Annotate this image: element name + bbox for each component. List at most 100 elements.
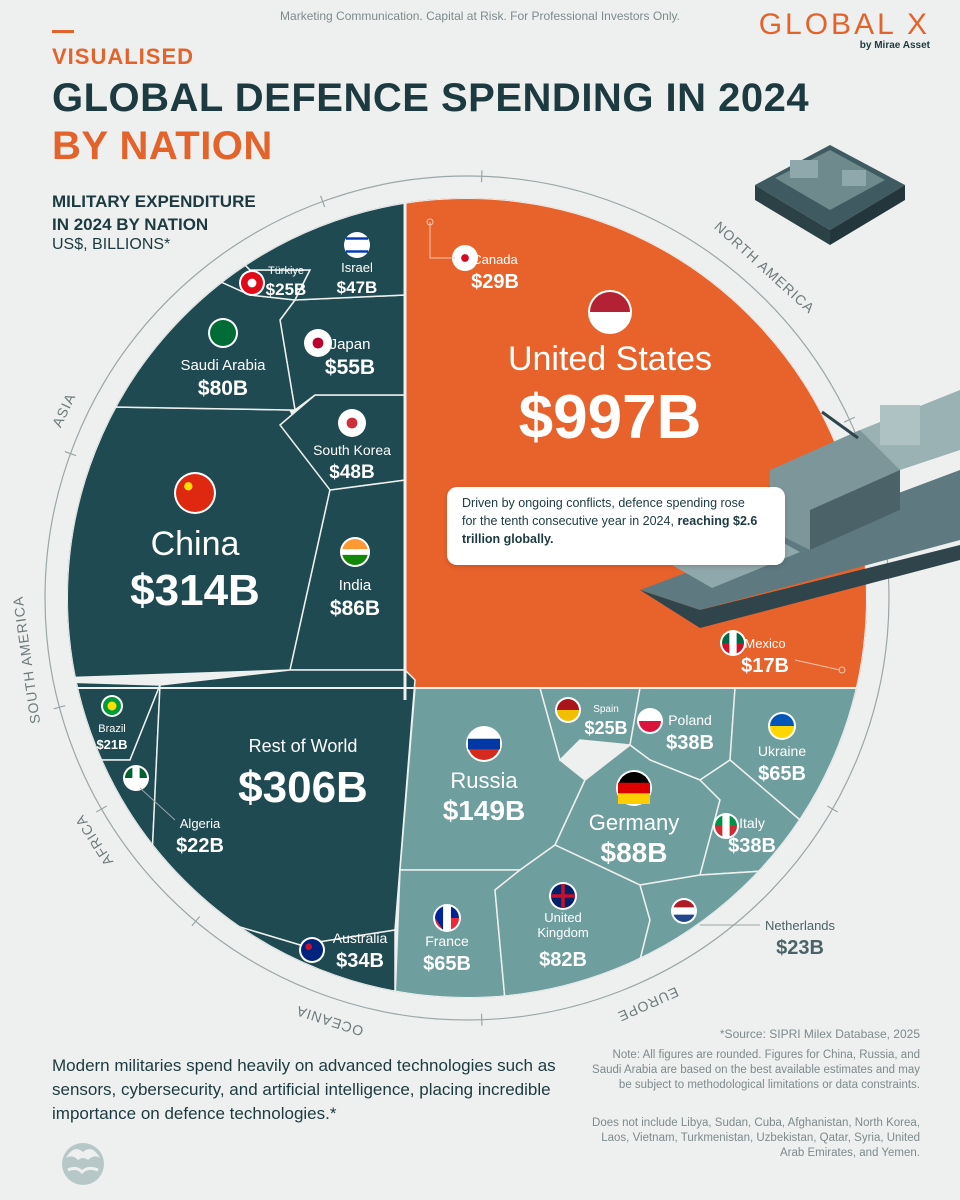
australia-flag-icon <box>299 937 325 963</box>
canada-leader-dot <box>426 218 434 226</box>
cell-mexico <box>700 620 867 700</box>
footnote: Modern militaries spend heavily on advan… <box>52 1056 556 1123</box>
canada-name: Canada <box>472 252 518 267</box>
netherlands-value: $23B <box>776 937 824 959</box>
poland-value: $38B <box>666 732 714 754</box>
note: Note: All figures are rounded. Figures f… <box>592 1049 920 1091</box>
united-kingdom-name-1: United <box>544 910 582 925</box>
mexico-leader-dot <box>838 666 846 674</box>
australia-value: $34B <box>336 950 384 972</box>
chart-subtitle: MILITARY EXPENDITURE IN 2024 BY NATION <box>52 190 312 236</box>
cell-netherlands <box>629 869 801 998</box>
saudi-arabia-value: $80B <box>198 377 248 400</box>
ukraine-value: $65B <box>758 763 806 785</box>
algeria-name: Algeria <box>180 816 221 831</box>
netherlands-flag-icon <box>671 898 697 924</box>
france-name: France <box>425 933 469 949</box>
callout-text: Driven by ongoing conflicts, defence spe… <box>462 494 762 548</box>
page-title-highlight: BY NATION <box>52 124 273 168</box>
japan-value: $55B <box>325 356 375 379</box>
canada-value: $29B <box>471 271 519 293</box>
russia-flag-icon <box>466 726 502 762</box>
italy-name: Italy <box>739 815 765 831</box>
ukraine-flag-icon <box>768 712 796 740</box>
south-korea-name: South Korea <box>313 442 391 458</box>
canada-flag-icon <box>452 245 478 271</box>
china-value: $314B <box>130 566 260 615</box>
united-kingdom-flag-icon <box>549 882 577 910</box>
callout-text-plain: Driven by ongoing conflicts, defence spe… <box>462 496 745 528</box>
united-kingdom-name-2: Kingdom <box>537 925 588 940</box>
globe-icon <box>62 1143 104 1185</box>
brazil-name: Brazil <box>98 723 126 735</box>
disclaimer: Marketing Communication. Capital at Risk… <box>280 9 680 23</box>
india-name: India <box>339 577 372 594</box>
page-title: GLOBAL DEFENCE SPENDING IN 2024 <box>52 76 810 120</box>
brand-logo: GLOBAL X by Mirae Asset <box>759 8 930 51</box>
spain-value: $25B <box>584 718 627 738</box>
south-korea-flag-icon <box>338 409 366 437</box>
japan-flag-icon <box>304 329 332 357</box>
france-flag-icon <box>433 904 461 932</box>
poland-name: Poland <box>668 712 712 728</box>
subtitle-line-2: IN 2024 BY NATION <box>52 215 209 234</box>
exclusions-note: Does not include Libya, Sudan, Cuba, Afg… <box>592 1117 920 1159</box>
kicker: VISUALISED <box>52 44 195 69</box>
hovercraft-illustration <box>755 145 905 245</box>
subtitle-line-1: MILITARY EXPENDITURE <box>52 192 256 211</box>
mexico-leader-line <box>794 659 841 671</box>
united-kingdom-value: $82B <box>539 949 587 971</box>
mexico-flag-icon <box>720 630 746 656</box>
poland-flag-icon <box>637 708 663 734</box>
germany-value: $88B <box>601 837 668 868</box>
brazil-flag-icon <box>101 695 123 717</box>
callout-text-bold: reaching $2.6 trillion globally. <box>462 514 758 546</box>
region-label-africa: AFRICA <box>71 812 116 869</box>
united-states-value: $997B <box>519 383 702 452</box>
callout-box <box>447 487 785 565</box>
region-label-asia: ASIA <box>49 390 79 429</box>
south-korea-value: $48B <box>329 462 374 483</box>
china-name: China <box>151 525 240 563</box>
algeria-leader-line <box>139 787 176 821</box>
japan-name: Japan <box>330 336 371 353</box>
saudi-arabia-name: Saudi Arabia <box>180 357 266 374</box>
spain-name: Spain <box>593 704 619 715</box>
rest-of-world-name: Rest of World <box>249 736 358 756</box>
italy-flag-icon <box>713 813 739 839</box>
rest-of-world-value: $306B <box>238 763 368 812</box>
india-value: $86B <box>330 597 380 620</box>
ukraine-name: Ukraine <box>758 743 806 759</box>
brazil-value: $21B <box>96 737 127 752</box>
israel-value: $47B <box>337 278 378 297</box>
united-states-flag-icon <box>588 290 632 334</box>
turkiye-name: Türkiye <box>268 265 304 277</box>
israel-flag-icon <box>344 232 370 258</box>
spain-flag-icon <box>555 697 581 723</box>
canada-leader-line <box>429 222 455 259</box>
australia-name: Australia <box>333 930 388 946</box>
region-label-europe: EUROPE <box>615 984 681 1025</box>
turkiye-value: $25B <box>266 280 307 299</box>
germany-name: Germany <box>589 810 679 835</box>
units-label: US$, BILLIONS* <box>52 236 171 253</box>
france-value: $65B <box>423 953 471 975</box>
mexico-value: $17B <box>741 655 789 677</box>
mexico-name: Mexico <box>744 636 785 651</box>
saudi-arabia-flag-icon <box>208 318 238 348</box>
brand-name: GLOBAL X <box>758 8 930 41</box>
turkiye-flag-icon <box>239 270 265 296</box>
italy-value: $38B <box>728 835 776 857</box>
netherlands-name: Netherlands <box>765 918 836 933</box>
outer-ring <box>44 175 890 1021</box>
kicker-rule <box>52 30 74 33</box>
russia-name: Russia <box>450 768 518 793</box>
china-flag-icon <box>174 472 216 514</box>
region-label-oceania: OCEANIA <box>294 1003 366 1040</box>
russia-value: $149B <box>443 795 526 826</box>
algeria-value: $22B <box>176 835 224 857</box>
ring-ticks <box>53 170 856 1026</box>
source: *Source: SIPRI Milex Database, 2025 <box>719 1027 920 1041</box>
united-states-name: United States <box>508 340 712 378</box>
